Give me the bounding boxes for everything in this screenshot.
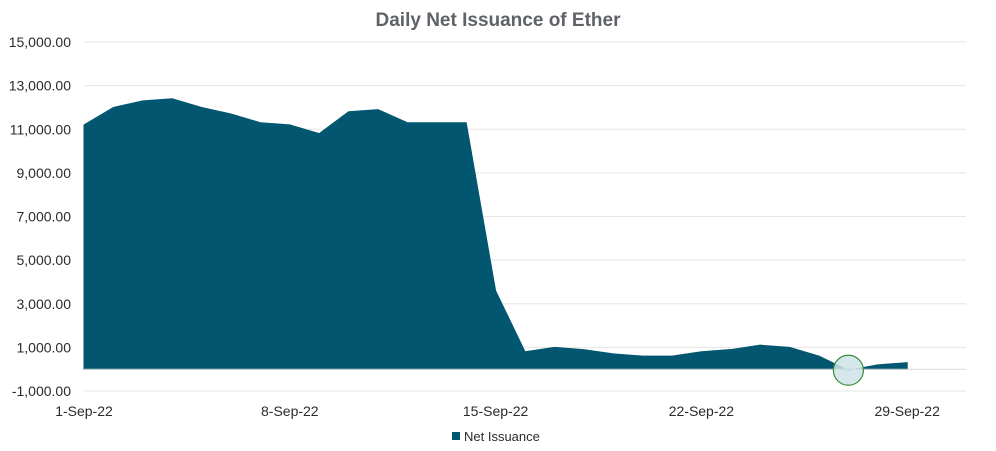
x-tick-label: 8-Sep-22 xyxy=(261,403,319,419)
y-tick-label: 15,000.00 xyxy=(9,34,71,50)
x-tick-label: 22-Sep-22 xyxy=(669,403,735,419)
legend-label: Net Issuance xyxy=(464,429,540,444)
y-tick-label: 5,000.00 xyxy=(17,252,72,268)
y-tick-label: 1,000.00 xyxy=(17,339,72,355)
y-tick-label: 11,000.00 xyxy=(10,121,71,137)
y-tick-label: 9,000.00 xyxy=(17,165,72,181)
area-series-net-issuance xyxy=(83,98,908,371)
chart-title: Daily Net Issuance of Ether xyxy=(375,10,621,31)
x-tick-label: 1-Sep-22 xyxy=(55,403,113,419)
y-tick-label: 13,000.00 xyxy=(9,78,71,94)
y-tick-label: 7,000.00 xyxy=(17,209,72,225)
legend-swatch xyxy=(452,432,460,440)
x-tick-label: 29-Sep-22 xyxy=(875,403,941,419)
highlight-circle xyxy=(832,354,865,386)
y-tick-label: -1,000.00 xyxy=(12,383,71,399)
y-tick-label: 3,000.00 xyxy=(17,296,72,312)
x-tick-label: 15-Sep-22 xyxy=(463,403,529,419)
